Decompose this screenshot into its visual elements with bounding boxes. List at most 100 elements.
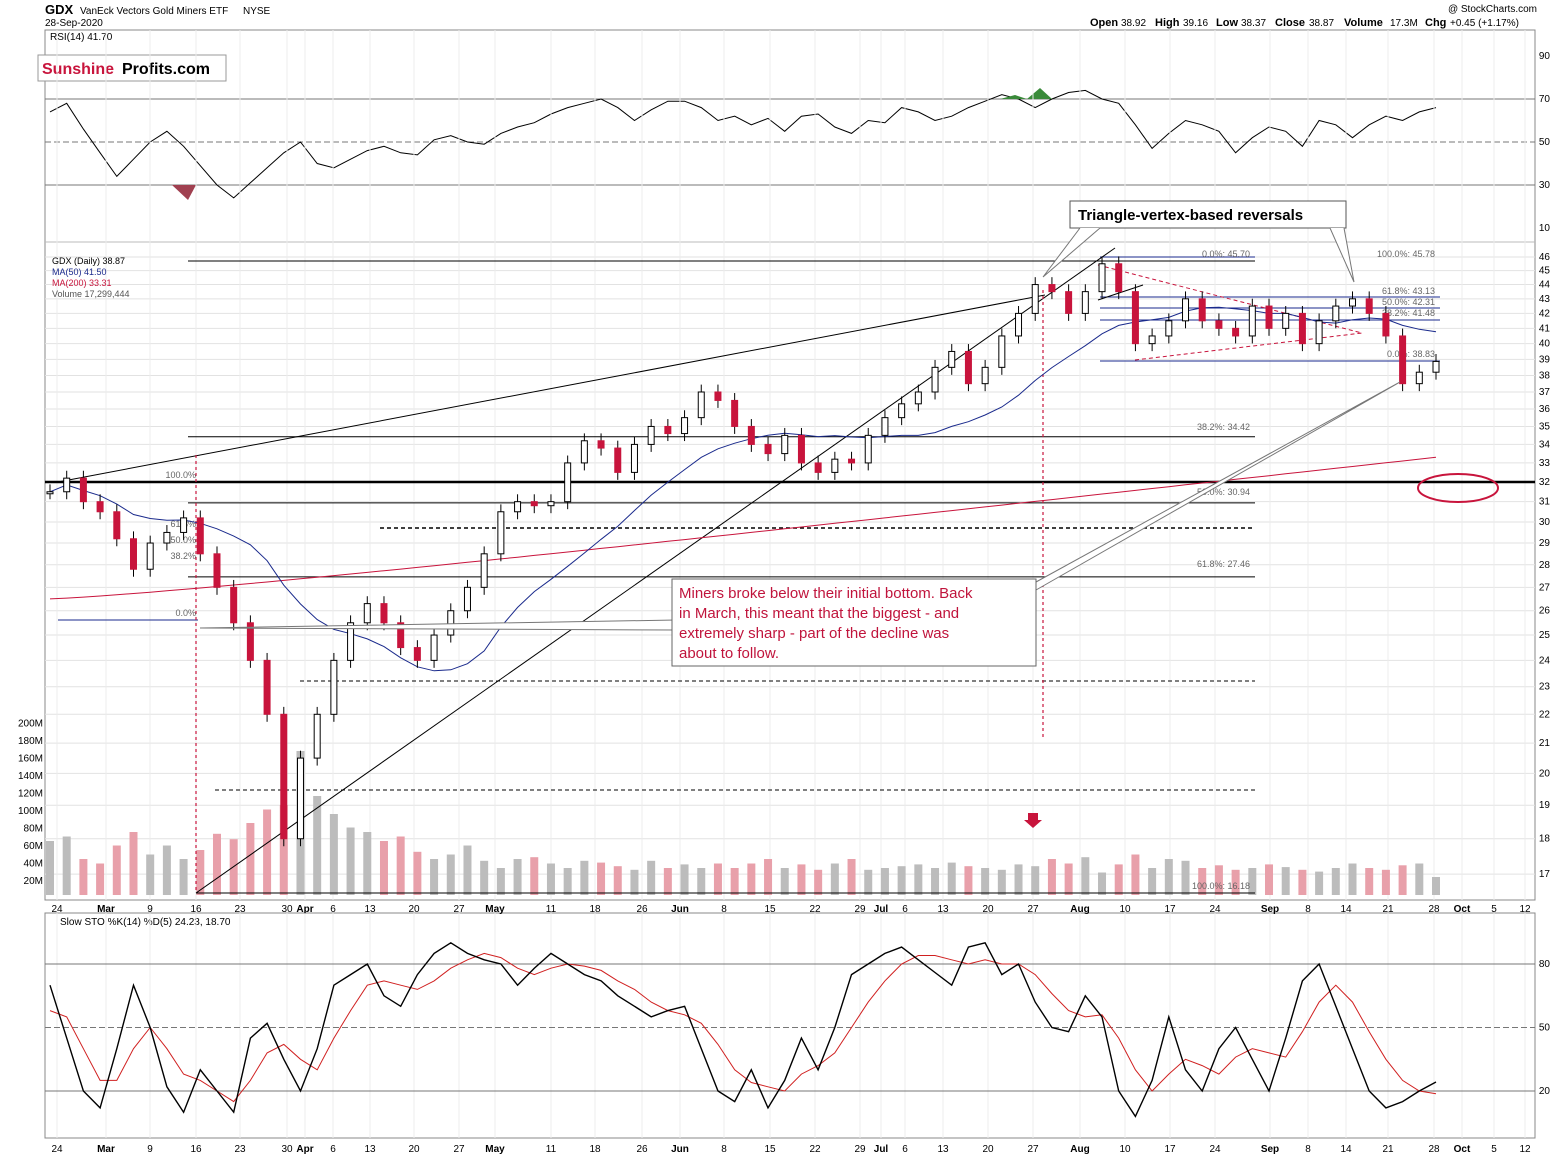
volume-bar bbox=[112, 845, 121, 895]
x-tick: 20 bbox=[982, 904, 994, 915]
candle-body bbox=[1332, 305, 1340, 322]
chg-label: Chg bbox=[1425, 17, 1446, 29]
volume-bar bbox=[847, 859, 856, 895]
candle-body bbox=[814, 462, 822, 473]
candle-body bbox=[1382, 312, 1390, 337]
volume-bar bbox=[613, 866, 622, 895]
x-tick: 20 bbox=[408, 904, 420, 915]
rsi-tick: 30 bbox=[1539, 180, 1551, 191]
candle-body bbox=[280, 713, 288, 840]
volume-bar bbox=[446, 854, 455, 895]
candle-body bbox=[747, 425, 755, 445]
volume-bar bbox=[931, 868, 940, 895]
candle-body bbox=[530, 501, 538, 507]
volume-bar bbox=[1432, 877, 1440, 895]
rising-trendline bbox=[195, 247, 1116, 894]
rsi-overbought-fill bbox=[1000, 95, 1027, 99]
volume-bar bbox=[246, 823, 255, 895]
volume-bar bbox=[880, 868, 889, 895]
candle-body bbox=[931, 366, 939, 393]
open-label: Open bbox=[1090, 17, 1118, 29]
legend-ma200: MA(200) 33.31 bbox=[52, 278, 112, 288]
x-tick: 30 bbox=[281, 1144, 293, 1155]
candle-body bbox=[580, 440, 588, 464]
x-tick: 13 bbox=[937, 1144, 949, 1155]
volume-bar bbox=[830, 863, 839, 895]
sto-tick: 50 bbox=[1539, 1023, 1551, 1034]
candle-body bbox=[681, 417, 689, 435]
candle-body bbox=[46, 491, 54, 495]
volume-bar bbox=[1181, 860, 1190, 895]
volume-label: Volume bbox=[1344, 17, 1383, 29]
candle-body bbox=[480, 553, 488, 588]
candle-body bbox=[497, 511, 505, 555]
volume-bar bbox=[46, 841, 54, 895]
volume-bar bbox=[263, 809, 272, 895]
volume-bar bbox=[62, 836, 71, 895]
volume-bar bbox=[413, 851, 422, 895]
candle-body bbox=[1081, 291, 1089, 314]
price-tick: 21 bbox=[1539, 738, 1551, 749]
volume-bar bbox=[196, 850, 205, 895]
candle-body bbox=[246, 622, 254, 661]
volume-bar bbox=[1047, 859, 1056, 895]
miners-note: Miners broke below their initial bottom.… bbox=[199, 381, 1401, 667]
x-tick: Aug bbox=[1070, 1144, 1089, 1155]
rsi-tick: 10 bbox=[1539, 223, 1551, 234]
candle-body bbox=[1131, 291, 1139, 345]
candle-body bbox=[330, 659, 338, 715]
volume-bar bbox=[897, 866, 906, 895]
x-tick: 27 bbox=[453, 1144, 465, 1155]
x-tick: 20 bbox=[982, 1144, 994, 1155]
price-tick: 25 bbox=[1539, 630, 1551, 641]
x-tick: 10 bbox=[1119, 904, 1131, 915]
candle-body bbox=[647, 425, 655, 445]
volume-bar bbox=[730, 868, 739, 895]
volume-bar bbox=[1365, 868, 1374, 895]
triangle-line bbox=[1134, 332, 1363, 361]
x-tick: 18 bbox=[589, 1144, 601, 1155]
x-tick: 29 bbox=[854, 1144, 866, 1155]
price-tick: 20 bbox=[1539, 768, 1551, 779]
legend-volume: Volume 17,299,444 bbox=[52, 289, 130, 299]
x-tick: 28 bbox=[1428, 904, 1440, 915]
x-tick: 27 bbox=[453, 904, 465, 915]
candle-body bbox=[881, 417, 889, 436]
candle-body bbox=[263, 659, 271, 715]
x-tick: 6 bbox=[902, 1144, 908, 1155]
price-panel: 17 18 19 20 21 22 23 24 25 26 27 28 29 30 31 32 33 34 35 36… bbox=[18, 30, 1550, 915]
fib-label: 50.0%: 30.94 bbox=[1197, 487, 1250, 497]
x-tick: 27 bbox=[1027, 904, 1039, 915]
note-line-3: extremely sharp - part of the decline wa… bbox=[679, 625, 949, 642]
candle-body bbox=[1232, 327, 1240, 337]
price-tick: 34 bbox=[1539, 439, 1551, 450]
price-tick: 39 bbox=[1539, 354, 1551, 365]
volume-tick: 100M bbox=[18, 806, 43, 817]
exchange: NYSE bbox=[243, 6, 271, 17]
volume-bar bbox=[814, 869, 823, 895]
legend-gdx: GDX (Daily) 38.87 bbox=[52, 256, 125, 266]
sto-tick: 20 bbox=[1539, 1086, 1551, 1097]
candle-body bbox=[848, 458, 856, 464]
price-tick: 19 bbox=[1539, 800, 1551, 811]
volume-bar bbox=[713, 863, 722, 895]
volume-bar bbox=[663, 868, 672, 895]
volume-bar bbox=[563, 868, 572, 895]
x-tick: 5 bbox=[1491, 904, 1497, 915]
x-tick: Apr bbox=[296, 1144, 313, 1155]
volume-bar bbox=[329, 814, 338, 895]
volume-tick: 60M bbox=[24, 841, 43, 852]
high-label: High bbox=[1155, 17, 1180, 29]
x-tick: 23 bbox=[234, 904, 246, 915]
x-tick: 6 bbox=[330, 1144, 336, 1155]
candle-body bbox=[1248, 305, 1256, 337]
candle-body bbox=[898, 403, 906, 419]
volume-bar bbox=[1381, 869, 1390, 895]
low-label: Low bbox=[1216, 17, 1238, 29]
volume-bar bbox=[797, 864, 806, 895]
x-tick: 11 bbox=[546, 904, 557, 915]
x-tick: 12 bbox=[1519, 1144, 1531, 1155]
volume-tick: 80M bbox=[24, 824, 43, 835]
rsi-tick: 50 bbox=[1539, 137, 1551, 148]
x-tick: 16 bbox=[190, 904, 202, 915]
